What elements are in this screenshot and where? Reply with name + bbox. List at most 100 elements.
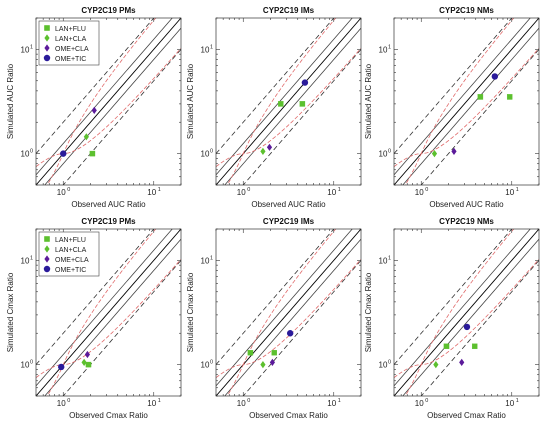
x-tick-label-exponent: 0 <box>247 398 250 404</box>
x-tick-label-exponent: 1 <box>338 187 341 193</box>
data-point-lan-flu <box>477 94 484 100</box>
data-point-lan-flu <box>89 150 96 157</box>
twofold-upper-line <box>394 229 513 365</box>
legend-label: OME+CLA <box>55 46 89 53</box>
data-point-ome-tic <box>301 79 309 86</box>
legend-label: OME+TIC <box>55 267 86 274</box>
x-tick-label-exponent: 0 <box>67 187 70 193</box>
twofold-upper-line <box>394 18 513 154</box>
twofold-lower-line <box>420 49 539 185</box>
chart-title: CYP2C19 IMs <box>263 217 315 226</box>
x-tick-label-exponent: 1 <box>338 398 341 404</box>
y-axis-label: Simulated Cmax Ratio <box>364 272 373 352</box>
legend-label: OME+TIC <box>55 56 86 63</box>
plot-area <box>394 229 539 396</box>
limit-lower-line <box>224 27 361 185</box>
x-tick-label-exponent: 0 <box>247 187 250 193</box>
y-tick-label: 10 <box>379 45 388 54</box>
plot-area <box>216 229 361 396</box>
data-point-ome-cla <box>451 147 457 156</box>
legend-marker <box>44 34 50 42</box>
x-tick-label: 10 <box>147 399 156 408</box>
data-points <box>58 350 92 371</box>
chart-title: CYP2C19 IMs <box>263 6 315 15</box>
plot-area <box>36 229 181 396</box>
legend-marker <box>43 265 51 273</box>
limit-lower-line <box>402 238 539 396</box>
twofold-lower-line <box>242 49 361 185</box>
y-tick-label-exponent: 0 <box>210 360 213 366</box>
legend: LAN+FLU LAN+CLA OME+CLA OME+TIC <box>38 20 100 66</box>
y-tick-label-exponent: 1 <box>210 44 213 50</box>
legend: LAN+FLU LAN+CLA OME+CLA OME+TIC <box>38 231 100 277</box>
y-tick-label-exponent: 0 <box>30 360 33 366</box>
limit-upper-line <box>394 229 531 387</box>
identity-line <box>36 18 181 185</box>
data-point-lan-flu <box>278 101 284 107</box>
y-tick-label: 10 <box>201 45 210 54</box>
y-tick-label-exponent: 1 <box>30 44 33 50</box>
data-points <box>247 330 294 369</box>
legend-label: LAN+CLA <box>55 247 87 254</box>
y-axis-label: Simulated AUC Ratio <box>364 63 373 139</box>
prediction-limit-lower <box>404 47 539 185</box>
twofold-lower-line <box>242 260 361 396</box>
y-tick-label-exponent: 0 <box>388 149 391 155</box>
x-axis-label: Observed Cmax Ratio <box>249 411 328 420</box>
chart-title: CYP2C19 PMs <box>81 6 136 15</box>
data-point-lan-flu <box>271 349 277 356</box>
x-tick-label: 10 <box>237 399 246 408</box>
y-axis-label: Simulated AUC Ratio <box>186 63 195 139</box>
twofold-upper-line <box>216 18 335 154</box>
axes-box <box>215 17 362 186</box>
data-point-ome-tic <box>60 150 67 157</box>
y-tick-label-exponent: 1 <box>388 255 391 261</box>
data-point-ome-tic <box>58 363 65 371</box>
x-tick-label: 10 <box>505 399 514 408</box>
data-point-lan-flu <box>443 343 450 350</box>
plot-area <box>394 18 539 185</box>
x-tick-label: 10 <box>57 399 66 408</box>
data-points <box>431 73 513 158</box>
y-axis-label: Simulated Cmax Ratio <box>6 272 15 352</box>
legend-marker <box>44 255 50 263</box>
data-point-lan-cla <box>81 358 87 367</box>
tick-marks <box>393 228 540 397</box>
x-tick-label: 10 <box>327 399 336 408</box>
limit-upper-line <box>36 18 173 176</box>
limit-upper-line <box>216 18 353 176</box>
x-axis-label: Observed AUC Ratio <box>251 200 326 209</box>
prediction-limit-lower <box>226 258 361 396</box>
y-axis-label: Simulated AUC Ratio <box>6 63 15 139</box>
y-tick-label: 10 <box>21 256 30 265</box>
data-point-ome-cla <box>91 106 97 114</box>
y-axis-label: Simulated Cmax Ratio <box>186 272 195 352</box>
limit-upper-line <box>36 229 173 387</box>
prediction-limit-upper <box>216 18 337 167</box>
data-point-lan-cla <box>431 150 438 158</box>
y-tick-label: 10 <box>379 150 388 159</box>
data-points <box>433 323 478 369</box>
x-tick-label: 10 <box>505 188 514 197</box>
x-axis-label: Observed Cmax Ratio <box>69 411 148 420</box>
prediction-limit-lower <box>404 258 539 396</box>
data-point-lan-cla <box>83 133 89 141</box>
data-point-lan-cla <box>433 361 439 369</box>
x-tick-label-exponent: 0 <box>67 398 70 404</box>
data-point-ome-cla <box>84 350 91 359</box>
x-tick-label-exponent: 1 <box>158 398 161 404</box>
x-tick-label-exponent: 0 <box>425 398 428 404</box>
x-tick-label-exponent: 0 <box>425 187 428 193</box>
x-tick-label: 10 <box>327 188 336 197</box>
axes-box <box>35 228 182 397</box>
identity-line <box>216 18 361 185</box>
legend-marker <box>44 245 50 253</box>
y-tick-label: 10 <box>201 256 210 265</box>
legend-marker <box>44 236 50 242</box>
prediction-limit-lower <box>226 47 361 185</box>
data-point-lan-flu <box>85 361 92 368</box>
